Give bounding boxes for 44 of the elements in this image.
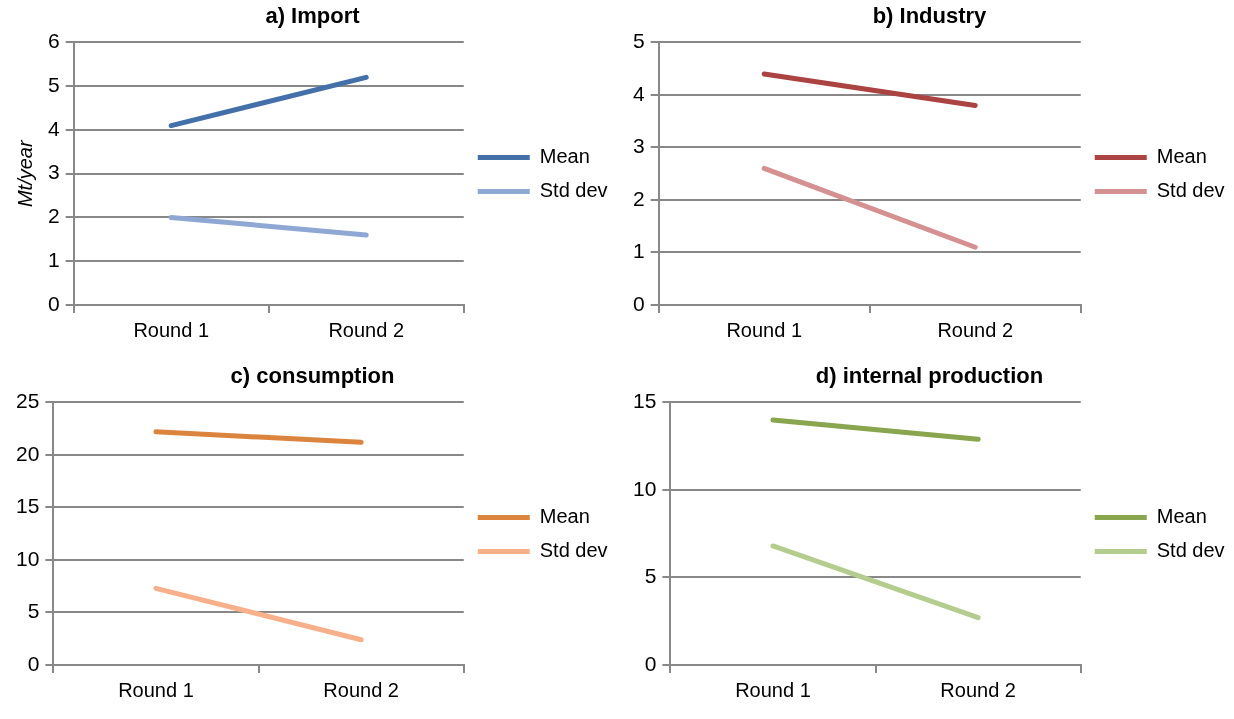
legend-label: Std dev — [539, 179, 608, 202]
legend-label: Std dev — [1156, 539, 1225, 562]
y-tick-label: 5 — [632, 29, 645, 53]
y-tick-label: 5 — [644, 564, 657, 588]
x-tick-label: Round 2 — [937, 318, 1014, 341]
y-tick-label: 0 — [644, 651, 657, 675]
x-tick-label: Round 2 — [323, 678, 399, 701]
x-tick-label: Round 2 — [328, 318, 405, 341]
y-tick-label: 4 — [632, 81, 645, 105]
chart-title: a) Import — [265, 3, 361, 29]
y-tick-label: 10 — [16, 546, 40, 570]
y-tick-label: 2 — [47, 204, 60, 228]
y-tick-label: 0 — [632, 291, 645, 315]
y-tick-label: 20 — [16, 441, 40, 465]
legend-label: Mean — [1156, 505, 1207, 528]
chart-title: c) consumption — [230, 363, 395, 389]
y-tick-label: 15 — [633, 389, 657, 413]
y-tick-label: 2 — [632, 186, 645, 210]
y-tick-label: 5 — [27, 599, 40, 623]
x-tick-label: Round 1 — [726, 318, 803, 341]
chart-title: d) internal production — [815, 363, 1044, 389]
x-tick-label: Round 1 — [133, 318, 210, 341]
x-tick-label: Round 1 — [735, 678, 811, 701]
y-tick-label: 3 — [47, 160, 60, 184]
y-tick-label: 15 — [16, 494, 40, 518]
y-tick-label: 6 — [47, 29, 60, 53]
y-tick-label: 1 — [632, 239, 645, 263]
legend-label: Std dev — [1156, 179, 1225, 202]
legend-label: Std dev — [539, 539, 608, 562]
legend-label: Mean — [539, 505, 590, 528]
y-tick-label: 25 — [16, 389, 40, 413]
y-axis-title: Mt/year — [13, 139, 36, 208]
x-tick-label: Round 1 — [118, 678, 194, 701]
legend-label: Mean — [1156, 145, 1207, 168]
x-tick-label: Round 2 — [940, 678, 1016, 701]
y-tick-label: 5 — [47, 72, 60, 96]
y-tick-label: 0 — [27, 651, 40, 675]
y-tick-label: 0 — [47, 291, 60, 315]
y-tick-label: 4 — [47, 116, 60, 140]
y-tick-label: 3 — [632, 134, 645, 158]
chart-title: b) Industry — [872, 3, 988, 29]
y-tick-label: 10 — [633, 476, 657, 500]
legend-label: Mean — [539, 145, 590, 168]
y-tick-label: 1 — [47, 248, 60, 272]
